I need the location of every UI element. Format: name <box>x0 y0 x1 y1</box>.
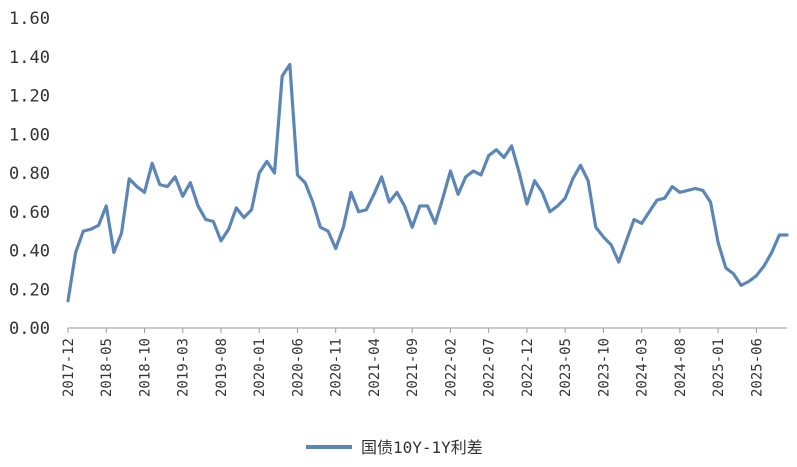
x-tick-label: 2019-08 <box>214 338 230 397</box>
x-tick-label: 2023-10 <box>596 338 612 397</box>
x-tick-label: 2020-11 <box>329 338 345 397</box>
x-tick-label: 2025-06 <box>749 338 765 397</box>
y-tick-label: 0.40 <box>9 242 50 262</box>
x-tick-label: 2019-03 <box>176 338 192 397</box>
x-tick-label: 2024-08 <box>673 338 689 397</box>
plot-area <box>66 62 789 303</box>
y-tick-label: 0.80 <box>9 164 50 184</box>
y-axis: 0.00 0.20 0.40 0.60 0.80 1.00 1.20 1.40 1.60 <box>9 9 50 339</box>
y-tick-label: 1.00 <box>9 125 50 145</box>
y-tick-label: 1.20 <box>9 87 50 107</box>
y-tick-label: 0.60 <box>9 203 50 223</box>
legend-label: 国债10Y-1Y利差 <box>361 438 483 457</box>
y-tick-label: 0.20 <box>9 280 50 300</box>
x-tick-label: 2020-06 <box>290 338 306 397</box>
y-tick-label: 1.40 <box>9 48 50 68</box>
x-tick-label: 2017-12 <box>61 338 77 397</box>
x-tick-label: 2024-03 <box>635 338 651 397</box>
y-tick-label: 0.00 <box>9 319 50 339</box>
x-axis: 2017-12 2018-05 2018-10 2019-03 2019-08 2020-… <box>61 327 787 397</box>
legend: 国债10Y-1Y利差 <box>306 438 483 457</box>
x-tick-label: 2020-01 <box>252 338 268 397</box>
x-tick-label: 2018-05 <box>99 338 115 397</box>
y-tick-label: 1.60 <box>9 9 50 29</box>
x-tick-label: 2022-12 <box>520 338 536 397</box>
x-tick-label: 2025-01 <box>711 338 727 397</box>
x-tick-label: 2018-10 <box>137 338 153 397</box>
x-tick-label: 2022-07 <box>482 338 498 397</box>
x-tick-label: 2021-04 <box>367 338 383 397</box>
x-tick-label: 2023-05 <box>558 338 574 397</box>
series-line <box>66 62 789 303</box>
x-tick-label: 2021-09 <box>405 338 421 397</box>
x-tick-label: 2022-02 <box>443 338 459 397</box>
